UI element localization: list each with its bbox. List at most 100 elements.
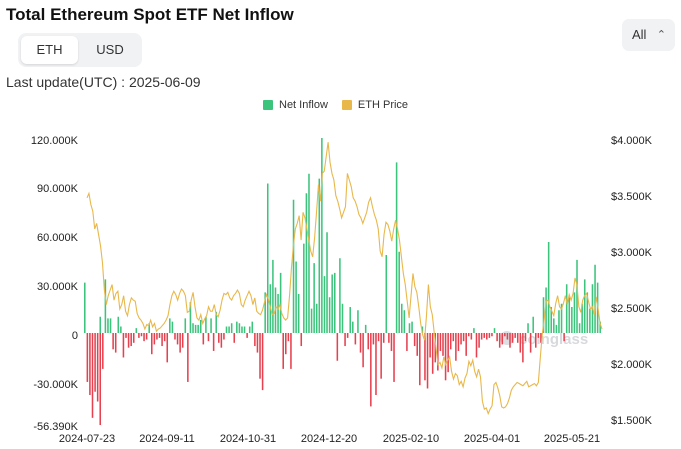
inflow-bar xyxy=(470,333,473,340)
x-axis-tick: 2025-05-21 xyxy=(544,433,600,445)
inflow-bar xyxy=(300,333,303,347)
inflow-bar xyxy=(475,333,478,358)
inflow-bar xyxy=(571,307,573,333)
inflow-bar xyxy=(599,321,601,334)
inflow-bar xyxy=(411,321,413,334)
inflow-bar xyxy=(498,333,501,348)
inflow-bar xyxy=(581,303,583,333)
inflow-bar xyxy=(243,326,246,333)
inflow-bar xyxy=(336,333,339,361)
inflow-bar xyxy=(102,333,104,369)
inflow-bar xyxy=(527,323,529,333)
legend-swatch-eth-price xyxy=(341,100,352,110)
inflow-bar xyxy=(413,333,416,347)
currency-option-eth[interactable]: ETH xyxy=(21,36,78,64)
inflow-bar xyxy=(313,263,315,334)
inflow-bar xyxy=(439,333,442,351)
right-axis-tick: $1.500K xyxy=(611,415,653,427)
watermark-text: coinglass xyxy=(519,331,588,348)
inflow-bar xyxy=(341,303,344,333)
inflow-bar xyxy=(109,318,112,334)
inflow-bar xyxy=(156,333,158,340)
inflow-bar xyxy=(586,292,589,334)
chart-legend: Net Inflow ETH Price xyxy=(263,99,408,111)
inflow-bar xyxy=(370,333,372,407)
right-axis-tick: $3.500K xyxy=(611,191,653,203)
inflow-bar xyxy=(256,333,259,353)
inflow-bar xyxy=(483,333,485,338)
inflow-bar xyxy=(254,333,256,347)
legend-item-eth-price[interactable]: ETH Price xyxy=(341,99,409,111)
inflow-bar xyxy=(375,333,377,395)
page-title: Total Ethereum Spot ETF Net Inflow xyxy=(6,5,294,24)
inflow-bar xyxy=(184,318,187,334)
inflow-bar xyxy=(181,333,184,348)
inflow-bar xyxy=(542,297,545,333)
inflow-bar xyxy=(467,333,470,337)
inflow-bar xyxy=(96,333,99,402)
inflow-bar xyxy=(236,321,238,334)
inflow-bar xyxy=(449,333,452,350)
inflow-bar xyxy=(194,324,197,334)
inflow-bar xyxy=(112,333,114,350)
inflow-bar-min xyxy=(99,333,102,425)
inflow-bar xyxy=(215,311,217,334)
inflow-bar xyxy=(444,333,447,381)
inflow-bar xyxy=(220,333,223,348)
inflow-bar xyxy=(138,333,140,338)
legend-item-net-inflow[interactable]: Net Inflow xyxy=(263,99,328,111)
inflow-bar xyxy=(91,333,94,418)
inflow-bar xyxy=(395,162,398,334)
inflow-bar xyxy=(120,326,122,333)
inflow-bar xyxy=(290,333,292,369)
inflow-bar xyxy=(251,321,254,334)
inflow-bar xyxy=(452,333,455,342)
inflow-bar xyxy=(589,308,591,334)
inflow-bar xyxy=(377,333,380,342)
inflow-bar xyxy=(447,333,449,373)
inflow-bar xyxy=(393,333,395,382)
eth-price-line xyxy=(86,142,603,416)
inflow-bar xyxy=(419,333,421,386)
inflow-bar xyxy=(199,320,202,333)
inflow-bar xyxy=(140,333,143,337)
inflow-bar xyxy=(429,333,431,358)
inflow-bar xyxy=(207,333,210,342)
right-axis-tick: $2.000K xyxy=(611,359,653,371)
inflow-bar xyxy=(583,279,586,334)
inflow-bar xyxy=(179,333,181,353)
inflow-bar xyxy=(558,310,560,333)
inflow-bar xyxy=(555,324,558,334)
inflow-bar xyxy=(259,333,261,379)
currency-toggle: ETH USD xyxy=(18,33,142,67)
inflow-bar xyxy=(496,333,498,342)
x-axis: 2024-07-23 2024-09-11 2024-10-31 2024-12-20… xyxy=(59,433,600,445)
inflow-bar xyxy=(501,333,504,345)
inflow-bar xyxy=(187,333,189,382)
inflow-bar xyxy=(594,264,596,333)
inflow-bar xyxy=(529,333,532,353)
inflow-bar xyxy=(560,303,563,333)
inflow-bar xyxy=(308,173,310,333)
inflow-bar xyxy=(491,333,493,337)
inflow-bar xyxy=(176,333,179,345)
inflow-bar xyxy=(169,318,171,334)
left-axis-tick: 90.000K xyxy=(37,183,79,195)
currency-option-usd[interactable]: USD xyxy=(96,42,124,57)
inflow-bar xyxy=(148,323,150,333)
range-select[interactable]: All ⌃ xyxy=(622,19,675,51)
inflow-bar xyxy=(277,294,279,333)
left-axis-tick: -56.390K xyxy=(33,421,78,433)
inflow-bar xyxy=(553,318,555,334)
inflow-bar xyxy=(380,333,382,379)
legend-label-eth-price: ETH Price xyxy=(357,99,409,111)
inflow-bar xyxy=(230,323,233,333)
legend-swatch-net-inflow xyxy=(263,100,273,110)
inflow-bar xyxy=(321,138,323,333)
inflow-bar xyxy=(357,310,359,333)
inflow-bar xyxy=(509,333,511,348)
inflow-bar xyxy=(344,333,346,347)
inflow-bar xyxy=(174,333,176,340)
inflow-bar xyxy=(292,199,295,333)
inflow-bar xyxy=(241,326,243,333)
